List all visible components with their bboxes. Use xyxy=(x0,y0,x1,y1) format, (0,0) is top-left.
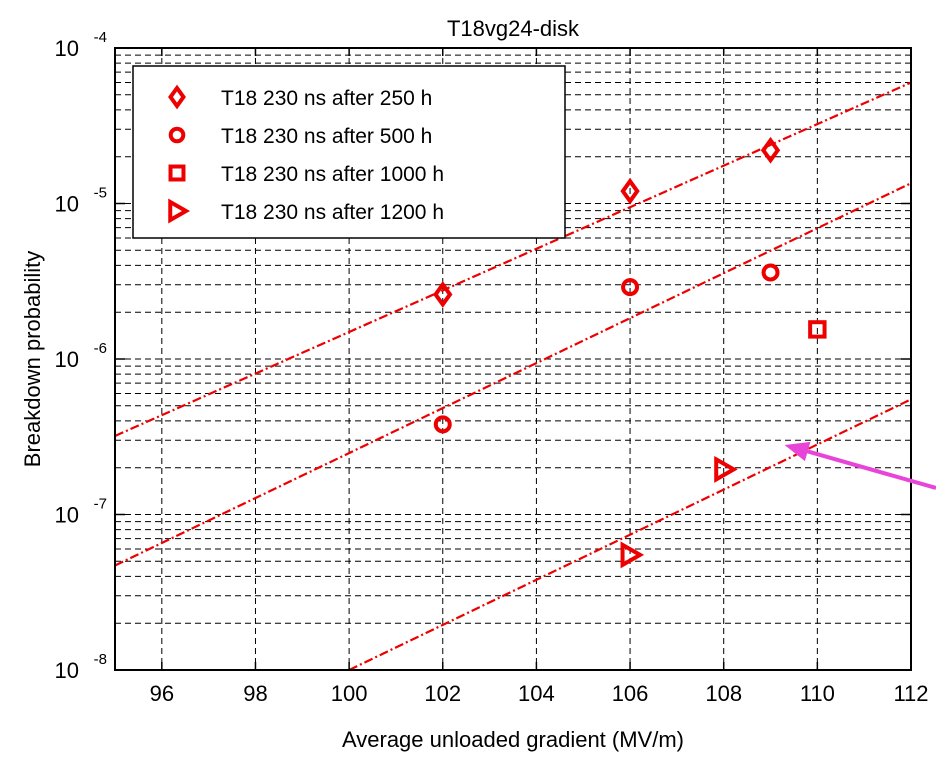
marker-diamond xyxy=(620,177,640,205)
y-tick-label: 10 xyxy=(55,347,79,372)
legend-label: T18 230 ns after 500 h xyxy=(221,125,432,148)
marker-triangle-right xyxy=(620,541,645,569)
legend: T18 230 ns after 250 h T18 230 ns after 5… xyxy=(132,65,566,239)
marker-diamond xyxy=(433,281,453,308)
x-tick-label: 108 xyxy=(705,681,742,706)
marker-diamond xyxy=(168,84,186,110)
y-tick-exponent: -4 xyxy=(94,29,107,46)
legend-box xyxy=(132,65,566,239)
x-axis-title: Average unloaded gradient (MV/m) xyxy=(342,727,684,752)
legend-label: T18 230 ns after 1200 h xyxy=(221,201,444,224)
legend-label: T18 230 ns after 1000 h xyxy=(221,163,444,186)
marker-triangle-right xyxy=(168,198,191,224)
y-tick-exponent: -7 xyxy=(94,496,107,513)
y-tick-exponent: -5 xyxy=(94,185,107,202)
marker-circle xyxy=(621,278,640,297)
x-tick-label: 98 xyxy=(243,681,267,706)
annotation-arrow-shaft xyxy=(802,448,936,490)
annotation-arrow-head xyxy=(784,441,811,462)
x-tick-label: 102 xyxy=(424,681,461,706)
marker-circle xyxy=(433,415,452,434)
y-tick-label: 10 xyxy=(55,503,79,528)
marker-square xyxy=(808,320,827,339)
fit-lines xyxy=(115,81,911,670)
chart-title: T18vg24-disk xyxy=(447,16,580,41)
marker-diamond xyxy=(760,136,781,164)
legend-label: T18 230 ns after 250 h xyxy=(221,87,432,110)
fit-line xyxy=(115,182,911,567)
annotations xyxy=(784,441,936,490)
x-tick-label: 106 xyxy=(612,681,649,706)
y-tick-label: 10 xyxy=(55,36,79,61)
data-markers xyxy=(433,136,827,569)
x-tick-label: 112 xyxy=(893,681,928,706)
x-tick-label: 96 xyxy=(150,681,174,706)
marker-circle xyxy=(168,126,186,144)
y-tick-exponent: -8 xyxy=(94,651,107,668)
x-tick-label: 104 xyxy=(518,681,555,706)
y-tick-label: 10 xyxy=(55,192,79,217)
y-tick-label: 10 xyxy=(55,658,79,683)
fit-line xyxy=(348,398,911,670)
marker-triangle-right xyxy=(714,455,738,483)
x-tick-label: 100 xyxy=(331,681,368,706)
marker-circle xyxy=(761,263,780,282)
y-axis-title: Breakdown probability xyxy=(20,251,45,467)
x-tick-label: 110 xyxy=(800,681,835,706)
y-tick-exponent: -6 xyxy=(94,340,107,357)
marker-square xyxy=(168,164,186,182)
